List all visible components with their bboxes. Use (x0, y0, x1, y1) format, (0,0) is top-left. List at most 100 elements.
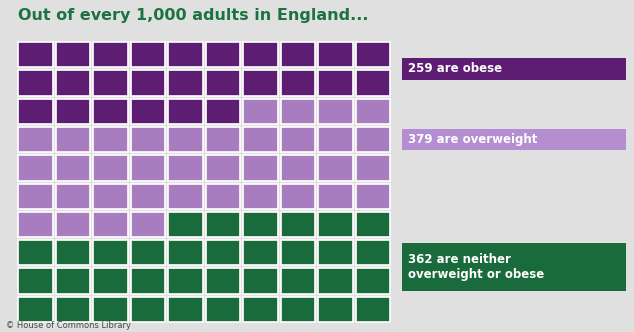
Bar (205, 297, 240, 322)
Bar (280, 42, 315, 67)
Bar (56, 155, 90, 181)
Bar (402, 58, 626, 80)
Bar (280, 99, 315, 124)
Bar (280, 240, 315, 265)
Bar (356, 99, 390, 124)
Bar (280, 212, 315, 237)
Bar (93, 297, 127, 322)
Bar (18, 99, 53, 124)
Bar (131, 42, 165, 67)
Bar (18, 297, 53, 322)
Bar (131, 212, 165, 237)
Bar (402, 129, 626, 150)
Bar (318, 99, 353, 124)
Bar (56, 70, 90, 96)
Bar (56, 42, 90, 67)
Bar (168, 212, 202, 237)
Bar (356, 297, 390, 322)
Bar (280, 268, 315, 294)
Bar (318, 127, 353, 152)
Bar (93, 184, 127, 209)
Bar (280, 297, 315, 322)
Bar (205, 212, 240, 237)
Bar (243, 268, 278, 294)
Bar (243, 297, 278, 322)
Bar (356, 268, 390, 294)
Text: 259 are obese: 259 are obese (408, 62, 502, 75)
Text: Out of every 1,000 adults in England...: Out of every 1,000 adults in England... (18, 8, 368, 23)
Bar (205, 99, 240, 124)
Bar (356, 42, 390, 67)
Bar (18, 268, 53, 294)
Bar (93, 70, 127, 96)
Bar (168, 268, 202, 294)
Bar (280, 127, 315, 152)
Bar (93, 99, 127, 124)
Text: © House of Commons Library: © House of Commons Library (6, 321, 131, 330)
Bar (18, 70, 53, 96)
Bar (243, 70, 278, 96)
Bar (280, 184, 315, 209)
Bar (356, 70, 390, 96)
Bar (243, 42, 278, 67)
Bar (318, 212, 353, 237)
Bar (93, 155, 127, 181)
Bar (318, 42, 353, 67)
Bar (131, 99, 165, 124)
Bar (93, 268, 127, 294)
Bar (168, 99, 202, 124)
Bar (205, 155, 240, 181)
Bar (131, 184, 165, 209)
Bar (318, 240, 353, 265)
Bar (131, 297, 165, 322)
Bar (402, 243, 626, 291)
Text: 362 are neither
overweight or obese: 362 are neither overweight or obese (408, 253, 544, 281)
Bar (356, 240, 390, 265)
Bar (205, 184, 240, 209)
Bar (93, 42, 127, 67)
Bar (280, 155, 315, 181)
Bar (18, 127, 53, 152)
Bar (56, 127, 90, 152)
Bar (243, 127, 278, 152)
Bar (131, 155, 165, 181)
Bar (318, 297, 353, 322)
Bar (318, 155, 353, 181)
Bar (93, 240, 127, 265)
Bar (18, 155, 53, 181)
Bar (168, 70, 202, 96)
Bar (280, 70, 315, 96)
Bar (356, 155, 390, 181)
Bar (243, 212, 278, 237)
Bar (93, 127, 127, 152)
Bar (168, 155, 202, 181)
Bar (168, 240, 202, 265)
Bar (243, 155, 278, 181)
Bar (168, 297, 202, 322)
Text: 379 are overweight: 379 are overweight (408, 133, 538, 146)
Bar (356, 212, 390, 237)
Bar (243, 99, 278, 124)
Bar (356, 127, 390, 152)
Bar (56, 240, 90, 265)
Bar (243, 184, 278, 209)
Bar (318, 268, 353, 294)
Bar (318, 70, 353, 96)
Bar (56, 184, 90, 209)
Bar (168, 42, 202, 67)
Bar (131, 268, 165, 294)
Bar (205, 240, 240, 265)
Bar (56, 212, 90, 237)
Bar (56, 99, 90, 124)
Bar (93, 212, 127, 237)
Bar (56, 268, 90, 294)
Bar (131, 240, 165, 265)
Bar (205, 127, 240, 152)
Bar (243, 240, 278, 265)
Bar (56, 297, 90, 322)
Bar (205, 268, 240, 294)
Bar (18, 212, 53, 237)
Bar (168, 184, 202, 209)
Bar (131, 70, 165, 96)
Bar (168, 127, 202, 152)
